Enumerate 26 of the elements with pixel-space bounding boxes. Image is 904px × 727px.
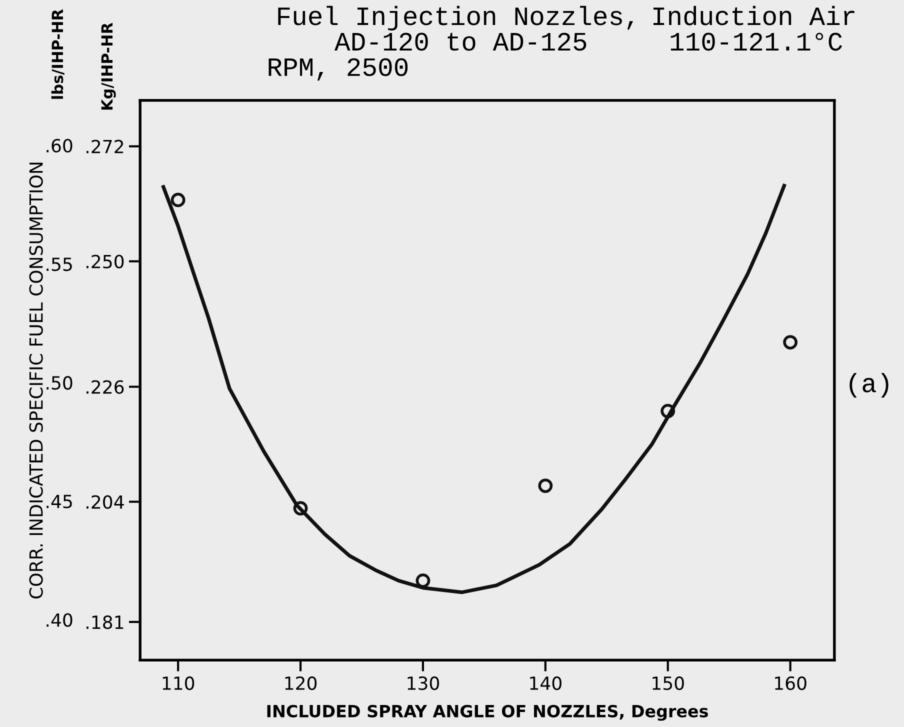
y-tick-label: .55 — [46, 258, 72, 272]
y2-tick-label: .181 — [86, 615, 124, 630]
y-tick-label: .50 — [46, 376, 72, 390]
text: lbs/IHP-HR — [51, 9, 64, 99]
text: (a) — [850, 373, 888, 398]
x-tick-label: 130 — [408, 676, 440, 690]
y2-axis-title: Kg/IHP-HR — [101, 22, 116, 110]
x-axis-title: INCLUDED SPRAY ANGLE OF NOZZLES, Degrees — [267, 704, 708, 721]
text: Fuel Injection Nozzles, — [278, 6, 634, 30]
x-tick-label: 160 — [775, 676, 806, 690]
y2-tick-label: .250 — [86, 254, 124, 268]
text: 110-121.1°C — [670, 32, 842, 51]
text: AD-120 to AD-125 — [334, 32, 586, 51]
x-tick-label: 120 — [285, 676, 317, 690]
y2-tick-label: .226 — [86, 380, 124, 394]
y-tick-label: .45 — [46, 494, 72, 508]
text: Induction Air — [653, 6, 854, 26]
y2-tick-label: .204 — [86, 495, 124, 509]
x-tick-label: 140 — [530, 676, 562, 690]
y-tick-label: .40 — [46, 613, 72, 627]
y-axis-title: CORR. INDICATED SPECIFIC FUEL CONSUMPTION — [29, 162, 43, 598]
y2-tick-label: .272 — [86, 140, 124, 154]
text: RPM, 2500 — [268, 58, 408, 81]
x-tick-label: 150 — [652, 676, 684, 690]
y-tick-label: .60 — [46, 138, 72, 153]
x-tick-label: 110 — [162, 676, 194, 690]
